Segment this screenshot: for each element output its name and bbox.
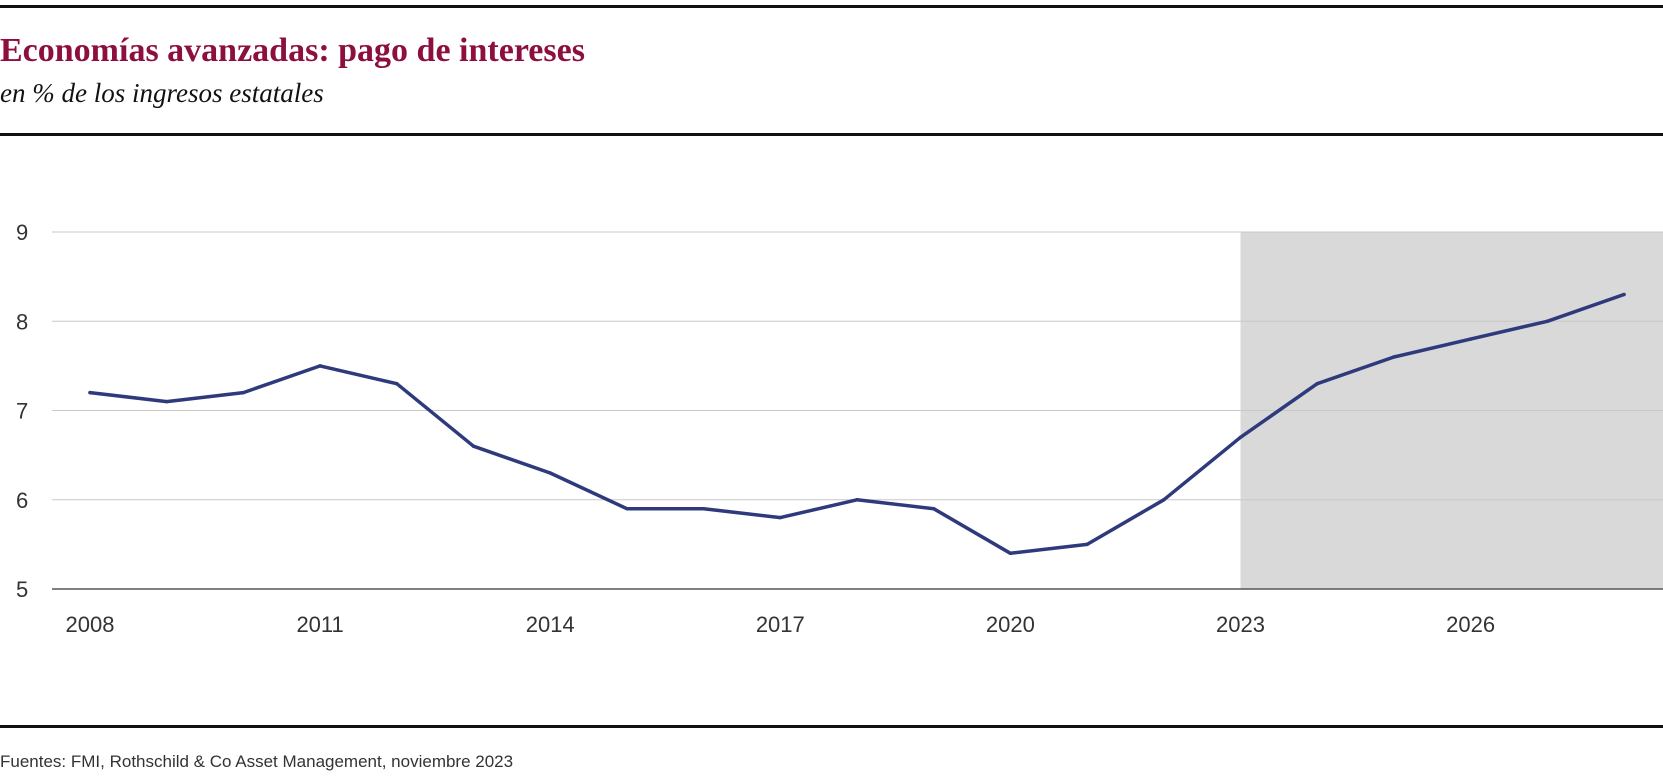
x-axis-ticks: 2008 2011 2014 2017 2020 2023 2026	[66, 612, 1496, 637]
data-point	[241, 390, 246, 395]
y-tick-label: 7	[16, 399, 28, 424]
source-note: Fuentes: FMI, Rothschild & Co Asset Mana…	[0, 752, 514, 771]
x-tick-label: 2011	[296, 612, 343, 637]
y-tick-label: 8	[16, 309, 28, 334]
x-tick-label: 2020	[986, 612, 1035, 637]
data-point	[1315, 382, 1319, 386]
footer-rule	[0, 725, 1663, 728]
data-point	[548, 471, 552, 475]
header-rule	[0, 133, 1663, 136]
data-point	[1392, 355, 1396, 359]
y-tick-label: 5	[16, 577, 28, 602]
data-point	[1545, 319, 1550, 323]
data-point	[1238, 435, 1243, 439]
data-point	[1468, 337, 1473, 341]
data-point	[165, 399, 169, 404]
top-rule	[0, 5, 1663, 8]
data-point	[471, 444, 476, 448]
data-point	[855, 498, 859, 502]
data-point	[625, 506, 629, 511]
data-point	[395, 382, 399, 386]
chart-subtitle: en % de los ingresos estatales	[0, 78, 324, 108]
data-point	[778, 515, 782, 520]
data-point	[1162, 498, 1166, 502]
chart-title: Economías avanzadas: pago de intereses	[0, 32, 585, 69]
data-point	[1085, 542, 1089, 547]
data-point	[932, 506, 936, 511]
data-point	[88, 390, 92, 395]
x-tick-label: 2014	[526, 612, 575, 637]
x-tick-label: 2026	[1446, 612, 1495, 637]
y-axis-ticks: 5 6 7 8 9	[16, 220, 28, 602]
x-tick-label: 2017	[756, 612, 805, 637]
y-tick-label: 9	[16, 220, 28, 245]
series-layer	[88, 292, 1626, 556]
data-point	[701, 506, 706, 511]
x-tick-label: 2023	[1216, 612, 1265, 637]
y-tick-label: 6	[16, 488, 28, 513]
line-chart: 5 6 7 8 9 2008 2011 2014 2017 2020 2023 2026	[16, 220, 1663, 637]
data-point	[318, 364, 322, 368]
data-point	[1622, 292, 1626, 297]
data-point	[1008, 551, 1013, 555]
x-tick-label: 2008	[66, 612, 115, 637]
